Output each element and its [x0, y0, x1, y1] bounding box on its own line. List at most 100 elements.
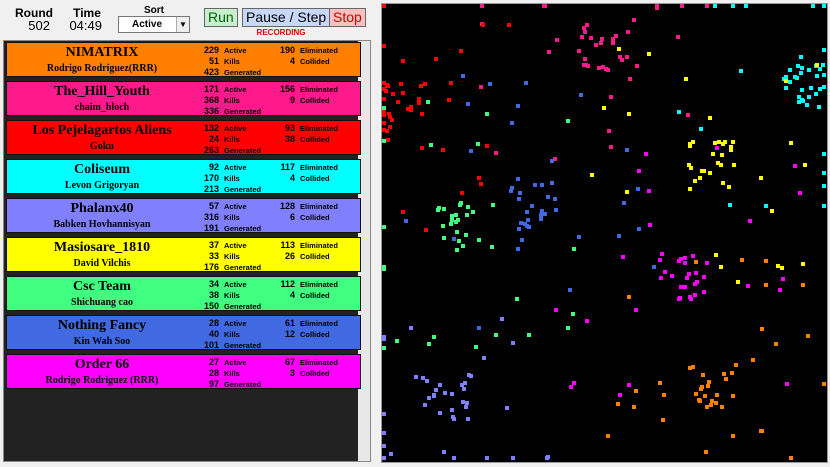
stat-value: 263	[203, 145, 219, 155]
unit	[455, 247, 460, 252]
unit	[718, 163, 723, 168]
stat-label: Collided	[300, 57, 330, 66]
stat-value: 101	[203, 340, 219, 350]
unit	[683, 256, 688, 261]
stat-label: Eliminated	[300, 124, 338, 133]
unit	[800, 261, 805, 266]
unit	[677, 296, 682, 301]
player-name: Levon Grigoryan	[64, 180, 140, 191]
unit	[779, 265, 784, 270]
unit	[659, 252, 664, 257]
player-name: Kin Wah Soo	[73, 336, 131, 347]
stat-label: Eliminated	[300, 241, 338, 250]
unit	[676, 109, 681, 114]
unit	[705, 404, 710, 409]
team-name: Los Pejelagartos Aliens	[32, 123, 172, 138]
stat-label: Generated	[224, 68, 262, 77]
unit	[682, 284, 687, 289]
unit	[461, 399, 466, 404]
stat-value: 93	[284, 123, 295, 133]
unit	[440, 148, 445, 153]
unit	[661, 418, 666, 423]
stat-label: Collided	[300, 213, 330, 222]
sort-value: Active	[131, 19, 162, 30]
unit	[404, 218, 409, 223]
unit	[464, 233, 469, 238]
unit	[687, 294, 692, 299]
unit	[730, 139, 735, 144]
team-row: Masiosare_1810 David Vilchis 37 Active 33 Kil…	[6, 237, 361, 272]
unit	[515, 177, 520, 182]
unit	[409, 104, 414, 109]
unit	[694, 271, 699, 276]
player-name: chaim_bloch	[74, 102, 130, 113]
stat-label: Active	[224, 124, 247, 133]
unit	[803, 163, 808, 168]
unit	[382, 112, 386, 117]
unit	[714, 252, 719, 257]
unit	[685, 275, 690, 280]
unit	[455, 230, 460, 235]
stat-value: 28	[208, 368, 219, 378]
unit	[788, 80, 793, 85]
stat-label: Kills	[224, 213, 240, 222]
sort-select[interactable]: Active ▼	[118, 16, 190, 33]
unit	[515, 247, 520, 252]
unit	[525, 218, 530, 223]
unit	[583, 57, 588, 62]
unit	[726, 184, 731, 189]
stat-label: Eliminated	[300, 46, 338, 55]
team-name: Masiosare_1810	[53, 240, 151, 255]
unit	[818, 67, 823, 72]
unit	[693, 281, 698, 286]
unit	[386, 112, 391, 117]
stat-label: Collided	[300, 330, 330, 339]
unit	[533, 183, 538, 188]
stat-label: Active	[224, 358, 247, 367]
unit	[399, 81, 404, 86]
unit	[579, 93, 584, 98]
unit	[507, 22, 512, 27]
pause-button[interactable]: Pause / Step	[242, 8, 331, 27]
unit	[555, 38, 560, 43]
stat-label: Kills	[224, 291, 240, 300]
unit	[608, 94, 613, 99]
unit	[750, 357, 755, 362]
unit	[408, 107, 413, 112]
unit	[519, 220, 524, 225]
unit	[709, 399, 714, 404]
team-row: Order 66 Rodrigo Rodriguez (RRR) 27 Active 2…	[6, 354, 361, 389]
unit	[822, 84, 826, 89]
unit	[822, 382, 826, 387]
unit	[494, 150, 499, 155]
unit	[723, 377, 728, 382]
unit	[780, 276, 785, 281]
time-value: 04:49	[69, 18, 102, 33]
unit	[800, 87, 805, 92]
unit	[452, 416, 456, 421]
unit	[654, 4, 659, 8]
run-button[interactable]: Run	[204, 8, 238, 27]
unit	[730, 434, 735, 439]
stop-button[interactable]: Stop	[329, 8, 366, 27]
status-text: RECORDING	[256, 28, 306, 37]
unit	[703, 394, 708, 399]
unit	[647, 189, 652, 194]
unit	[730, 370, 735, 375]
unit	[481, 23, 486, 28]
unit	[484, 456, 489, 460]
unit	[438, 411, 443, 415]
team-row: NIMATRIX Rodrigo Rodriguez(RRR) 229 Active 5…	[6, 42, 361, 77]
scrollbar[interactable]	[358, 41, 370, 461]
unit	[634, 388, 639, 393]
unit	[464, 212, 469, 217]
stat-label: Generated	[224, 380, 262, 389]
unit	[822, 204, 826, 209]
unit	[443, 390, 448, 395]
unit	[747, 219, 752, 224]
unit	[687, 162, 692, 167]
unit	[476, 325, 481, 330]
unit	[585, 63, 590, 68]
stat-value: 170	[203, 173, 219, 183]
